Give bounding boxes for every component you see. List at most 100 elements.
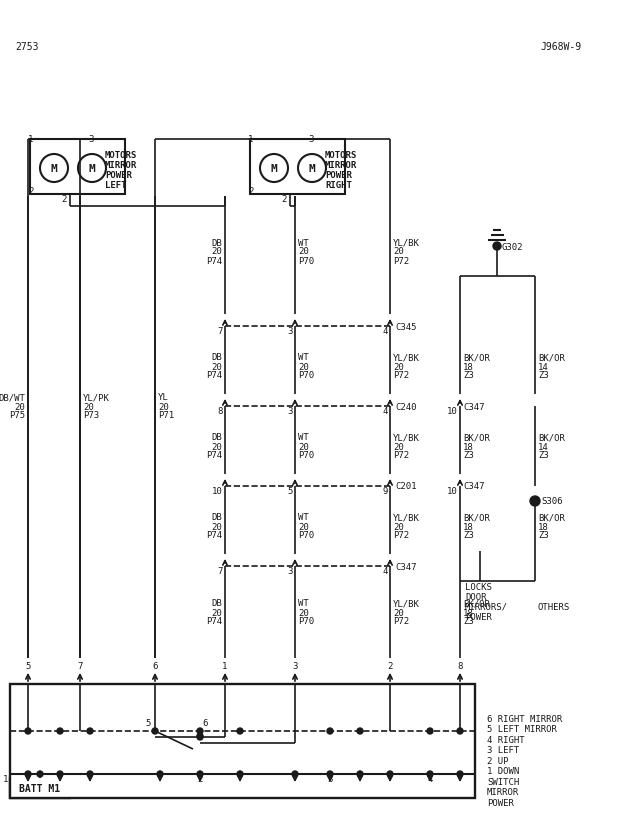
Text: POWER: POWER	[487, 798, 514, 807]
Text: 3: 3	[287, 327, 293, 336]
Circle shape	[87, 771, 93, 777]
Text: 20: 20	[298, 442, 308, 451]
Text: P74: P74	[206, 451, 222, 460]
Text: 7: 7	[218, 567, 223, 576]
Text: YL/BK: YL/BK	[393, 513, 420, 522]
Circle shape	[152, 728, 158, 734]
Text: C240: C240	[395, 402, 417, 411]
Text: P74: P74	[206, 531, 222, 540]
Text: P74: P74	[206, 371, 222, 380]
Text: 4: 4	[383, 567, 388, 576]
Text: 5: 5	[26, 662, 31, 670]
Text: LOCKS: LOCKS	[465, 582, 492, 591]
Circle shape	[237, 728, 243, 734]
Text: 6 RIGHT MIRROR: 6 RIGHT MIRROR	[487, 714, 563, 723]
Circle shape	[357, 771, 363, 777]
Text: P71: P71	[158, 411, 174, 420]
Text: MIRROR: MIRROR	[487, 788, 519, 797]
Circle shape	[57, 771, 63, 777]
Text: BK/OR: BK/OR	[463, 433, 490, 442]
Text: 20: 20	[393, 362, 404, 371]
Text: 3 LEFT: 3 LEFT	[487, 746, 519, 755]
Text: 9: 9	[383, 487, 388, 496]
Text: P70: P70	[298, 371, 314, 380]
Text: 10: 10	[447, 407, 458, 416]
Text: P75: P75	[9, 411, 25, 420]
Text: 2: 2	[282, 194, 287, 203]
Text: 1: 1	[222, 662, 228, 670]
Text: 20: 20	[158, 402, 169, 411]
Text: 18: 18	[463, 608, 474, 617]
Circle shape	[427, 771, 433, 777]
Text: MIRRORS/: MIRRORS/	[465, 602, 508, 611]
Text: BK/OR: BK/OR	[538, 353, 565, 362]
Text: LEFT: LEFT	[105, 181, 127, 189]
Circle shape	[87, 728, 93, 734]
Circle shape	[25, 771, 31, 777]
Circle shape	[197, 771, 203, 777]
Text: BK/OR: BK/OR	[463, 353, 490, 362]
Text: BK/OR: BK/OR	[538, 433, 565, 442]
Text: 6: 6	[202, 719, 208, 727]
Text: Z3: Z3	[463, 371, 474, 380]
Text: 3: 3	[287, 407, 293, 416]
Circle shape	[292, 771, 298, 777]
Text: 3: 3	[292, 662, 298, 670]
Text: P70: P70	[298, 256, 314, 265]
Text: 20: 20	[211, 362, 222, 371]
Text: C347: C347	[395, 562, 417, 571]
Text: YL/BK: YL/BK	[393, 238, 420, 247]
Circle shape	[387, 771, 393, 777]
Text: YL: YL	[158, 393, 169, 402]
Text: P70: P70	[298, 531, 314, 540]
Circle shape	[327, 728, 333, 734]
Text: 4 RIGHT: 4 RIGHT	[487, 735, 525, 744]
Text: WT: WT	[298, 238, 308, 247]
Text: MIRROR: MIRROR	[105, 161, 137, 170]
Text: 5: 5	[287, 487, 293, 496]
Text: C347: C347	[463, 402, 484, 411]
Text: MOTORS: MOTORS	[105, 150, 137, 160]
Text: 3: 3	[88, 135, 93, 145]
Circle shape	[260, 155, 288, 183]
Text: 20: 20	[393, 442, 404, 451]
Text: DB: DB	[211, 353, 222, 362]
Circle shape	[357, 728, 363, 734]
Text: P72: P72	[393, 451, 409, 460]
Text: 2: 2	[61, 194, 67, 203]
Text: 2: 2	[28, 186, 33, 196]
Text: 4: 4	[383, 407, 388, 416]
Text: MOTORS: MOTORS	[325, 150, 357, 160]
Text: S306: S306	[541, 497, 563, 506]
Text: 2: 2	[387, 662, 393, 670]
Text: P72: P72	[393, 371, 409, 380]
Circle shape	[157, 771, 163, 777]
Text: 3: 3	[327, 775, 333, 783]
Circle shape	[57, 728, 63, 734]
Text: 20: 20	[211, 608, 222, 617]
Text: 20: 20	[393, 522, 404, 531]
Text: MIRROR: MIRROR	[325, 161, 357, 170]
Text: 1: 1	[248, 135, 253, 145]
Text: POWER: POWER	[325, 171, 352, 179]
Text: 18: 18	[463, 442, 474, 451]
Text: 20: 20	[14, 402, 25, 411]
Text: OTHERS: OTHERS	[538, 602, 570, 611]
Bar	[10, 778, 70, 798]
Text: C347: C347	[463, 482, 484, 491]
Text: P72: P72	[393, 617, 409, 626]
Text: 20: 20	[211, 247, 222, 256]
Text: P70: P70	[298, 617, 314, 626]
Text: P74: P74	[206, 617, 222, 626]
Text: 18: 18	[463, 362, 474, 371]
Text: 7: 7	[77, 662, 83, 670]
Text: P73: P73	[83, 411, 99, 420]
Text: DB: DB	[211, 599, 222, 608]
Text: C201: C201	[395, 482, 417, 491]
Circle shape	[427, 728, 433, 734]
Text: P70: P70	[298, 451, 314, 460]
Text: RIGHT: RIGHT	[325, 181, 352, 189]
Text: 2 UP: 2 UP	[487, 756, 509, 765]
Text: POWER: POWER	[465, 612, 492, 621]
Text: 7: 7	[218, 327, 223, 336]
